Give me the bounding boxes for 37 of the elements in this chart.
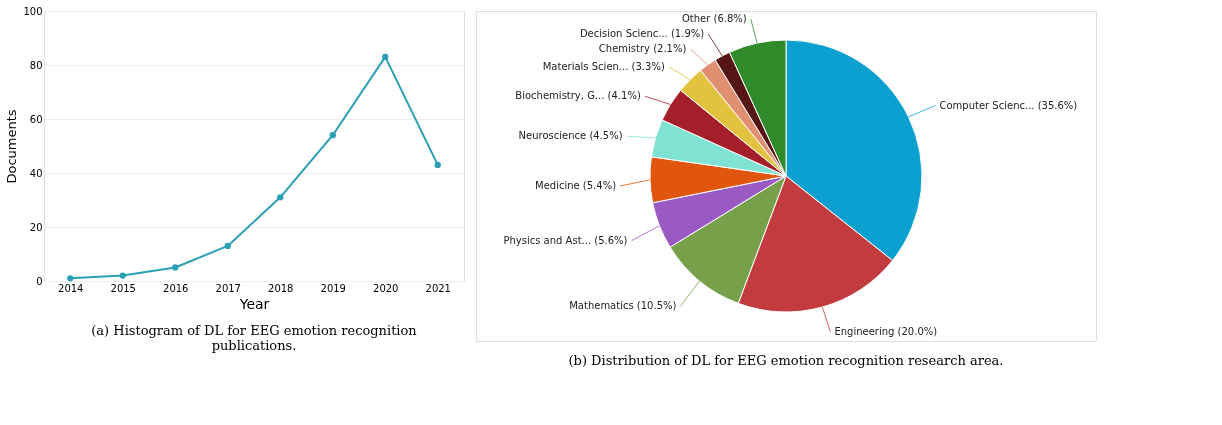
slice-label: Chemistry (2.1%): [598, 43, 687, 54]
slice-label: Computer Scienc... (35.6%): [939, 99, 1078, 111]
slice-label: Medicine (5.4%): [535, 180, 617, 192]
point: [172, 264, 179, 271]
x-tick-label: 2019: [320, 282, 346, 294]
point: [434, 161, 441, 169]
x-tick-label: 2020: [373, 282, 399, 294]
slice-label: Neuroscience (4.5%): [518, 130, 623, 142]
slice-label: Materials Scien... (3.3%): [542, 60, 665, 72]
x-tick-label: 2016: [163, 282, 189, 294]
point: [67, 275, 74, 282]
text: (b) Distribution of DL for EEG emotion recognition research area.: [568, 353, 1004, 368]
y-tick-label: 40: [29, 167, 43, 179]
x-tick-label: 2017: [215, 282, 241, 294]
y-tick-label: 100: [23, 5, 43, 17]
x-tick-label: 2014: [58, 282, 84, 294]
slice-label: Mathematics (10.5%): [569, 300, 677, 312]
slice-label: Biochemistry, G... (4.1%): [515, 90, 641, 102]
slice-label: Physics and Ast... (5.6%): [503, 234, 628, 246]
y-tick-label: 80: [29, 59, 43, 71]
x-tick-label: 2021: [425, 282, 451, 294]
y-tick-label: 0: [36, 275, 43, 287]
slice-label: Engineering (20.0%): [834, 326, 938, 338]
x-tick-label: 2018: [268, 282, 294, 294]
y-axis-title: Documents: [4, 109, 20, 184]
slice-label: Decision Scienc... (1.9%): [579, 28, 705, 39]
x-tick-label: 2015: [110, 282, 136, 294]
slice-label: Other (6.8%): [681, 13, 747, 24]
y-tick-label: 60: [29, 113, 43, 125]
x-axis-title: Year: [238, 295, 270, 312]
point: [382, 53, 389, 61]
point: [119, 272, 126, 279]
point: [277, 194, 284, 201]
point: [329, 132, 336, 139]
y-tick-label: 20: [29, 221, 43, 233]
point: [224, 242, 231, 250]
text: (a) Histogram of DL for EEG emotion recognition publications.: [91, 323, 418, 353]
